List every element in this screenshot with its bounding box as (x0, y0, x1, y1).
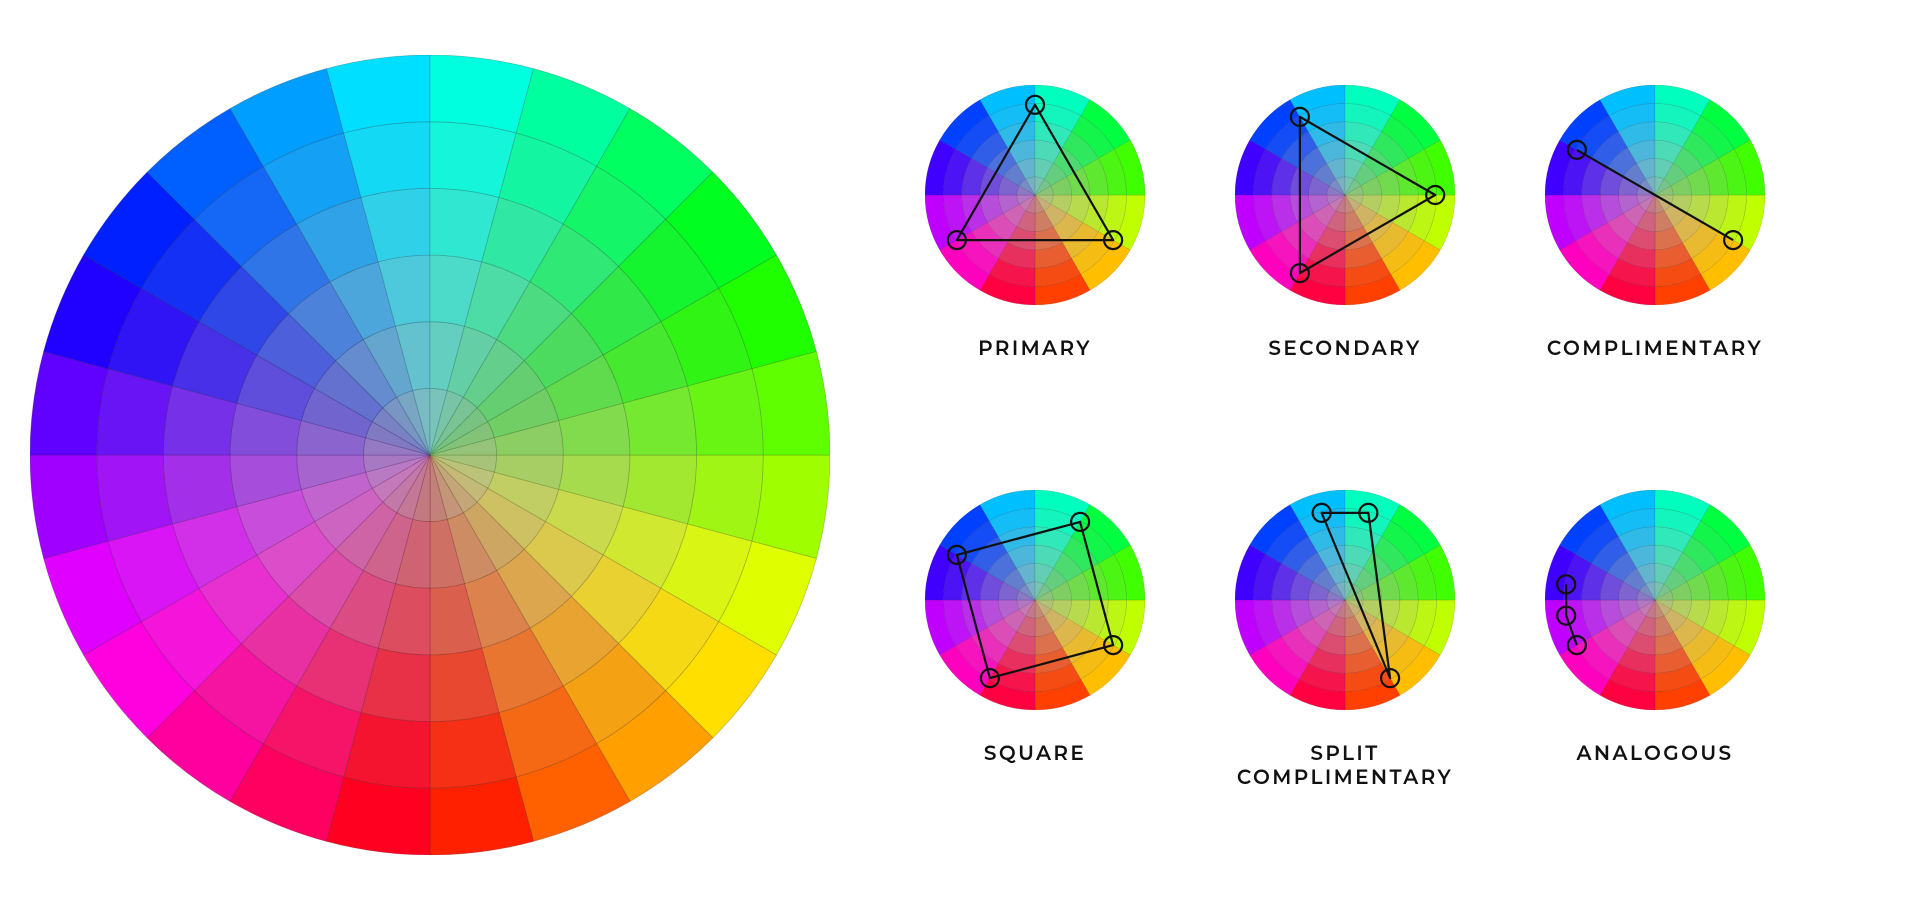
scheme-label-primary: PRIMARY (905, 337, 1165, 361)
scheme-wheel-square (925, 490, 1145, 715)
scheme-wheel-analogous (1545, 490, 1765, 715)
page: PRIMARY SECONDARY COMPLIMENTARY SQUARE SPLIT… (0, 0, 1920, 910)
scheme-wheel-complimentary (1545, 85, 1765, 310)
scheme-wheel-split-complimentary (1235, 490, 1455, 715)
scheme-wheel-primary (925, 85, 1145, 310)
scheme-wheel-secondary (1235, 85, 1455, 310)
scheme-label-square: SQUARE (905, 742, 1165, 766)
scheme-label-split-complimentary: SPLIT COMPLIMENTARY (1215, 742, 1475, 790)
scheme-label-secondary: SECONDARY (1215, 337, 1475, 361)
scheme-label-complimentary: COMPLIMENTARY (1525, 337, 1785, 361)
scheme-label-analogous: ANALOGOUS (1525, 742, 1785, 766)
main-color-wheel (30, 55, 830, 860)
